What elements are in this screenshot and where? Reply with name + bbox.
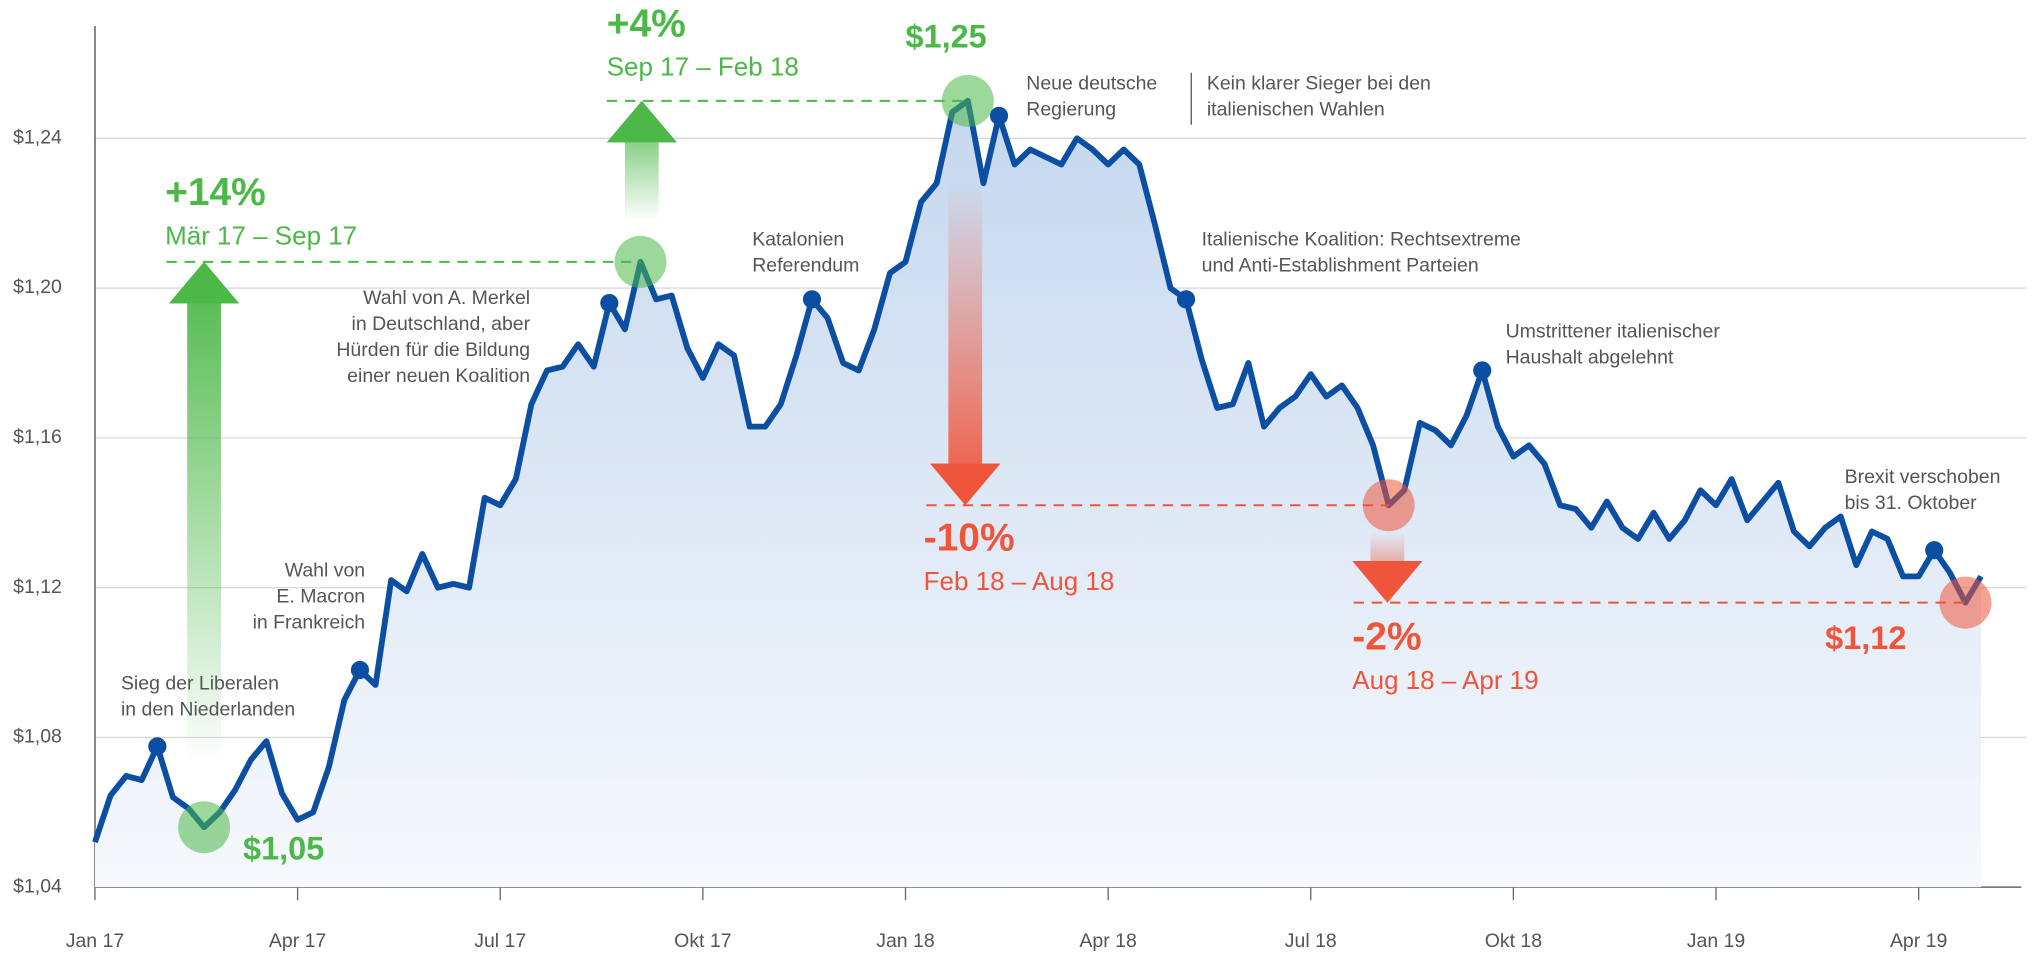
annotation: Referendum — [752, 254, 859, 276]
y-tick-label: $1,04 — [13, 875, 62, 897]
x-tick-label: Jul 18 — [1285, 930, 1337, 952]
annotation: Brexit verschoben — [1845, 466, 2001, 488]
annotation: in Frankreich — [253, 612, 366, 634]
y-tick-label: $1,20 — [13, 276, 62, 298]
annotation: in Deutschland, aber — [352, 313, 531, 335]
event-dot — [148, 737, 167, 756]
period-label: Sep 17 – Feb 18 — [607, 52, 799, 82]
y-tick-label: $1,24 — [13, 126, 62, 148]
annotation: Sieg der Liberalen — [121, 673, 279, 695]
area — [94, 100, 1981, 888]
y-tick-label: $1,16 — [13, 426, 62, 448]
highlight — [941, 74, 994, 127]
highlight — [614, 235, 667, 288]
loss-arrow — [930, 181, 1001, 506]
annotation: in den Niederlanden — [121, 699, 295, 721]
x-tick-label: Okt 18 — [1485, 930, 1542, 952]
annotation: Wahl von A. Merkel — [363, 287, 530, 309]
annotation: Hürden für die Bildung — [336, 339, 530, 361]
event-dot — [1925, 541, 1944, 560]
loss-arrow-head — [1352, 561, 1423, 603]
change-label: -2% — [1352, 615, 1421, 658]
change-label: +4% — [607, 2, 686, 45]
event-dot — [600, 293, 619, 313]
event-dot — [1176, 290, 1196, 309]
gain-arrow-head — [606, 100, 677, 143]
event-dot — [989, 106, 1009, 125]
annotation: Kein klarer Sieger bei den — [1207, 73, 1431, 95]
annotation: Neue deutsche — [1026, 73, 1157, 95]
line — [92, 97, 1984, 844]
annotation: italienischen Wahlen — [1207, 99, 1385, 121]
gain-arrow — [169, 261, 240, 767]
change-label: +14% — [165, 171, 266, 214]
period-label: Feb 18 – Aug 18 — [924, 566, 1115, 596]
annotation: Haushalt abgelehnt — [1506, 347, 1674, 369]
loss-arrow-head — [930, 463, 1001, 506]
x-tick-label: Jan 17 — [66, 930, 124, 952]
event-dot — [350, 660, 370, 680]
annotation: bis 31. Oktober — [1845, 492, 1978, 514]
price-label: $1,25 — [905, 19, 986, 55]
y-tick-label: $1,12 — [13, 576, 62, 598]
event-dot — [802, 290, 822, 309]
annotation: einer neuen Koalition — [347, 365, 530, 387]
annotation: Katalonien — [752, 228, 844, 250]
highlight — [178, 801, 231, 854]
highlight — [1362, 479, 1415, 532]
annotation: Wahl von — [285, 560, 365, 582]
x-tick-label: Apr 17 — [269, 930, 326, 952]
annotation: und Anti-Establishment Parteien — [1202, 254, 1479, 276]
annotation: Umstrittener italienischer — [1506, 321, 1721, 343]
change-label: -10% — [924, 517, 1015, 560]
x-tick-label: Okt 17 — [674, 930, 731, 952]
x-tick-label: Jan 18 — [876, 930, 934, 952]
highlight — [1939, 576, 1992, 629]
gain-arrow-head — [169, 261, 240, 304]
x-tick-label: Apr 18 — [1079, 930, 1136, 952]
period-label: Mär 17 – Sep 17 — [165, 221, 357, 251]
x-tick-label: Apr 19 — [1890, 930, 1947, 952]
y-tick-label: $1,08 — [13, 726, 62, 748]
annotation: E. Macron — [276, 586, 365, 608]
price-label: $1,12 — [1825, 620, 1906, 656]
annotation: Italienische Koalition: Rechtsextreme — [1202, 228, 1521, 250]
price-label: $1,05 — [243, 830, 324, 866]
x-tick-label: Jul 17 — [474, 930, 526, 952]
period-label: Aug 18 – Apr 19 — [1352, 665, 1538, 695]
annotation: Regierung — [1026, 99, 1116, 121]
event-dot — [1473, 361, 1492, 380]
x-tick-label: Jan 19 — [1687, 930, 1745, 952]
